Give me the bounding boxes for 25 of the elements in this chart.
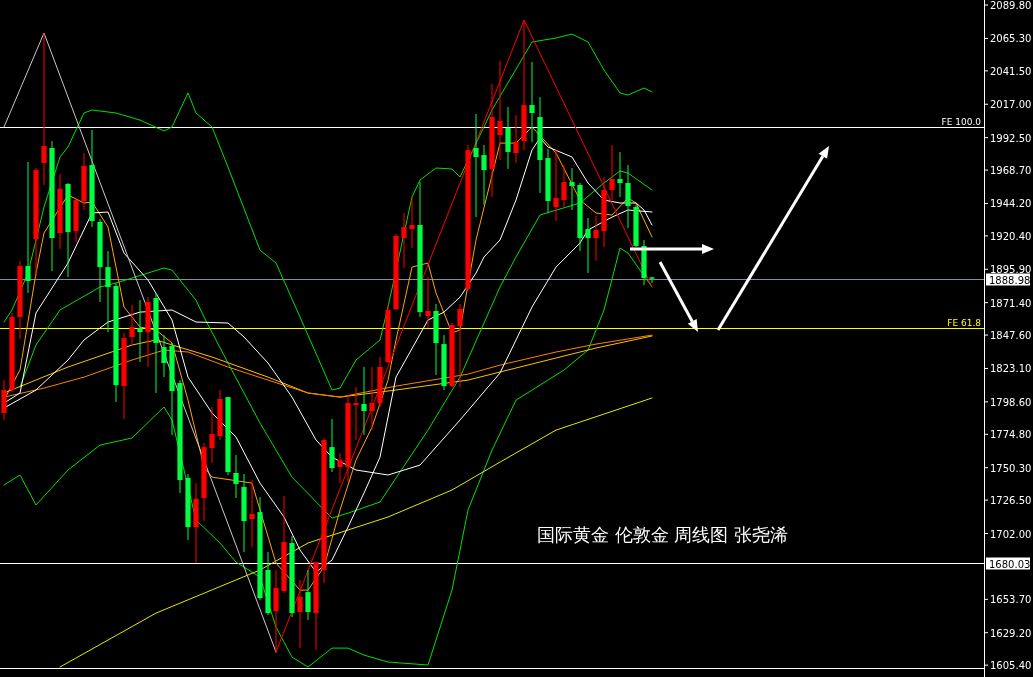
- y-tick-label: 1750.30: [990, 462, 1032, 474]
- ref-line-label: FE 100.0: [941, 116, 982, 127]
- ref-line-label: FE 61.8: [947, 317, 982, 328]
- y-tick-label: 1605.40: [990, 660, 1032, 672]
- y-tick-label: 2041.50: [990, 65, 1032, 77]
- y-tick-label: 2089.80: [990, 0, 1032, 12]
- y-tick-label: 1823.10: [990, 363, 1032, 375]
- y-tick-label: 1944.20: [990, 198, 1032, 210]
- y-tick-label: 1629.20: [990, 627, 1032, 639]
- y-tick-label: 1968.70: [990, 165, 1032, 177]
- y-tick-label: 1871.40: [990, 297, 1032, 309]
- annotation: 国际黄金 伦敦金 周线图 张尧浠: [537, 524, 789, 545]
- y-tick-label: 1774.80: [990, 429, 1032, 441]
- y-tick-label: 1847.60: [990, 330, 1032, 342]
- y-tick-label: 2065.30: [990, 33, 1032, 45]
- y-tick-label: 1653.70: [990, 594, 1032, 606]
- y-tick-label: 1798.60: [990, 396, 1032, 408]
- ref-line-label: 1680.03: [989, 558, 1031, 570]
- y-tick-label: 2017.00: [990, 99, 1032, 111]
- y-tick-label: 1702.00: [990, 528, 1032, 540]
- y-tick-label: 1992.50: [990, 132, 1032, 144]
- ref-line-label: 1888.98: [989, 274, 1031, 286]
- y-tick-label: 1895.90: [990, 264, 1032, 276]
- y-tick-label: 1920.40: [990, 230, 1032, 242]
- y-tick-label: 1726.50: [990, 495, 1032, 507]
